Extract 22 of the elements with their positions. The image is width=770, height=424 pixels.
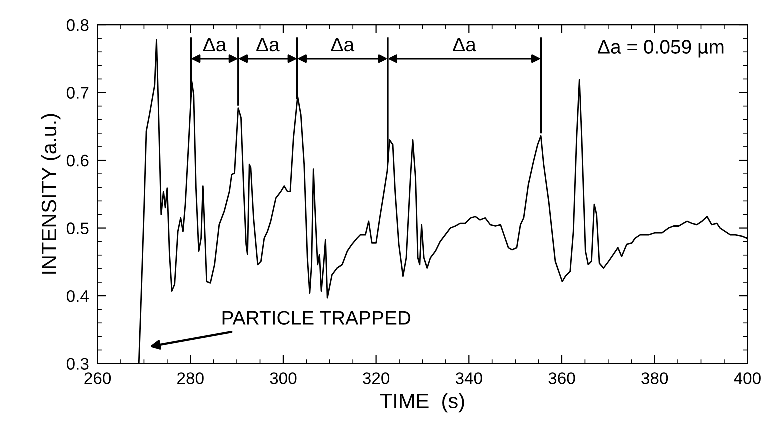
annotation: PARTICLE TRAPPED	[222, 311, 411, 325]
y-tick-label: 0.7	[66, 87, 89, 99]
y-tick-label: 0.8	[66, 19, 89, 32]
y-axis-title: INTENSITY (a.u.)	[41, 114, 61, 274]
x-tick-label: 260	[84, 372, 112, 384]
x-tick-label: 320	[363, 372, 390, 384]
x-tick-label: 300	[270, 372, 297, 384]
x-tick-label: 400	[734, 372, 761, 384]
x-axis-title: TIME (s)	[380, 393, 464, 413]
x-tick-label: 380	[642, 372, 668, 384]
y-tick-label: 0.5	[66, 222, 89, 234]
y-tick-label: 0.4	[66, 290, 89, 302]
y-tick-label: 0.6	[66, 154, 89, 167]
y-tick-label: 0.3	[66, 358, 89, 370]
annotation: Δa	[453, 38, 476, 52]
annotation: Δa	[203, 38, 227, 52]
x-tick-label: 280	[178, 372, 204, 384]
annotation: Δa	[256, 38, 280, 52]
x-tick-label: 340	[456, 372, 482, 384]
annotation: Δa	[331, 38, 355, 52]
annotation: Δa = 0.059 µm	[598, 40, 724, 58]
x-tick-label: 360	[548, 372, 576, 384]
